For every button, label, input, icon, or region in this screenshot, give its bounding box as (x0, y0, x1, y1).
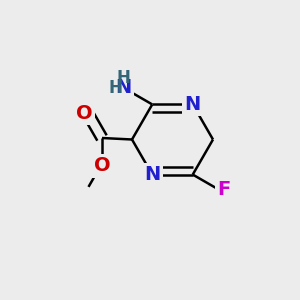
Text: H: H (117, 69, 130, 87)
Text: H: H (108, 79, 122, 97)
Text: O: O (76, 104, 93, 123)
Text: F: F (218, 180, 231, 199)
Text: O: O (94, 156, 110, 176)
Text: N: N (116, 78, 132, 98)
Text: N: N (184, 95, 201, 114)
Text: N: N (144, 165, 160, 184)
